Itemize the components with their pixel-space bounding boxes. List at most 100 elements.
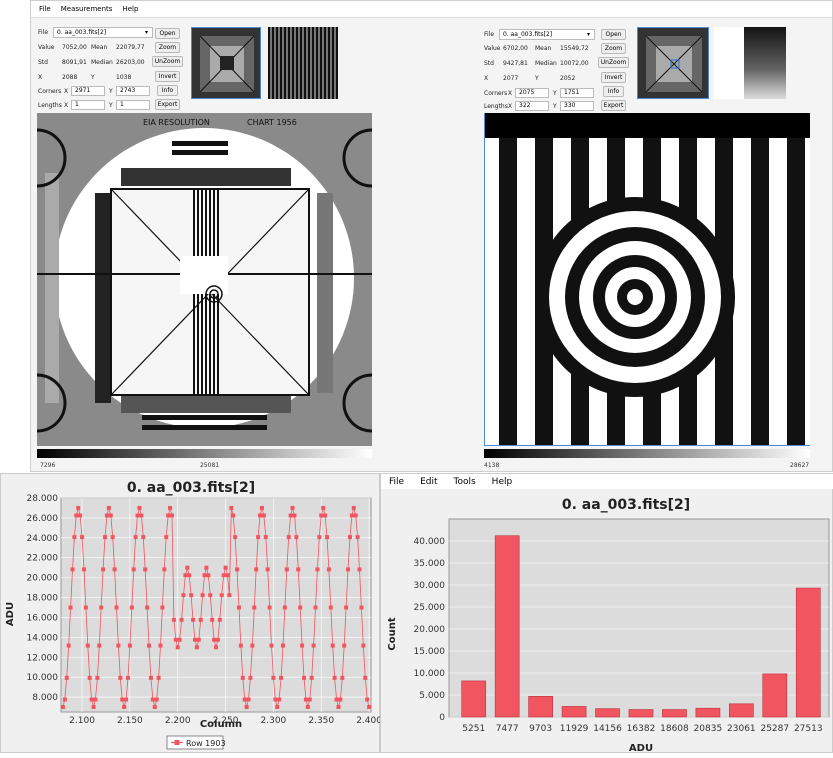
data-point [300, 643, 305, 648]
target-zoom-image [485, 113, 810, 445]
data-point [328, 605, 333, 610]
data-point [162, 567, 167, 572]
data-point [336, 705, 341, 710]
data-point [110, 535, 115, 540]
right-median-label: Median [535, 60, 557, 67]
data-point [319, 513, 324, 518]
hist-y-tick-label: 10.000 [414, 669, 446, 679]
right-file-select[interactable]: 0. aa_003.fits[2] [499, 29, 595, 40]
hist-y-tick-label: 5.000 [419, 691, 445, 701]
data-point [72, 535, 77, 540]
data-point [326, 567, 331, 572]
data-point [148, 675, 153, 680]
left-lengths-y-input[interactable]: 1 [116, 100, 150, 110]
hist-x-tick-label: 14156 [593, 724, 622, 734]
right-info-button[interactable]: Info [603, 86, 624, 97]
left-median-label: Median [91, 59, 113, 66]
left-grayscale [45, 173, 59, 403]
left-overview-thumbnail[interactable] [191, 27, 261, 99]
data-point [85, 643, 90, 648]
left-zoom-button[interactable]: Zoom [155, 42, 180, 53]
data-point [87, 675, 92, 680]
left-unzoom-button[interactable]: UnZoom [152, 56, 183, 67]
left-file-select[interactable]: 0. aa_003.fits[2] [53, 27, 153, 38]
right-colorbar [484, 449, 810, 458]
right-mean-label: Mean [535, 45, 552, 52]
data-point [357, 567, 362, 572]
histogram-bar [695, 707, 721, 718]
data-point [288, 513, 293, 518]
data-point [236, 605, 241, 610]
right-invert-button[interactable]: Invert [601, 72, 626, 83]
x-tick-label: 2.350 [308, 716, 334, 726]
left-lengths-x-input[interactable]: 1 [71, 100, 105, 110]
left-info-button[interactable]: Info [157, 85, 178, 96]
data-point [284, 567, 289, 572]
data-point [108, 513, 113, 518]
left-export-button[interactable]: Export [155, 99, 180, 110]
data-point [344, 605, 349, 610]
left-corners-x-input[interactable]: 2971 [71, 86, 105, 96]
data-point [353, 513, 358, 518]
menu-file[interactable]: File [39, 5, 51, 13]
data-point [168, 505, 173, 510]
data-point [74, 513, 79, 518]
data-point [62, 697, 67, 702]
left-corners-y-input[interactable]: 2743 [116, 86, 150, 96]
hist-menu-tools[interactable]: Tools [453, 476, 476, 487]
left-open-button[interactable]: Open [155, 28, 180, 39]
data-point [279, 675, 284, 680]
hist-menu-help[interactable]: Help [491, 476, 513, 487]
hist-menu-edit[interactable]: Edit [420, 476, 438, 487]
right-corners-y-input[interactable]: 1751 [560, 88, 594, 98]
left-image-canvas[interactable]: EIA RESOLUTION CHART 1956 [37, 113, 372, 446]
data-point [166, 513, 171, 518]
data-point [311, 643, 316, 648]
right-lengths-x-input[interactable]: 322 [515, 101, 549, 111]
x-tick-label: 2.300 [261, 716, 287, 726]
right-zoom-button[interactable]: Zoom [601, 43, 626, 54]
data-point [191, 617, 196, 622]
histogram-svg: 0. aa_003.fits[2] Count ADU 0 5.000 10.000… [387, 497, 830, 754]
data-point [259, 505, 264, 510]
histogram-bar [528, 696, 553, 718]
data-point [154, 697, 159, 702]
right-image-canvas[interactable] [484, 113, 810, 446]
left-invert-button[interactable]: Invert [155, 71, 180, 82]
right-corners-x-input[interactable]: 2075 [515, 88, 549, 98]
y-tick-label: 10.000 [27, 673, 59, 683]
data-point [141, 535, 146, 540]
data-point [323, 513, 328, 518]
right-overview-thumbnail[interactable] [637, 27, 709, 99]
histogram-xlabel: ADU [629, 743, 653, 754]
right-unzoom-button[interactable]: UnZoom [598, 57, 629, 68]
data-point [223, 565, 228, 570]
data-point [89, 697, 94, 702]
data-point [120, 697, 125, 702]
data-point [340, 675, 345, 680]
data-point [103, 535, 108, 540]
histogram-title: 0. aa_003.fits[2] [562, 497, 690, 513]
left-value-label: Value [38, 44, 55, 51]
menu-help[interactable]: Help [122, 5, 139, 13]
data-point [315, 567, 320, 572]
data-point [131, 567, 136, 572]
data-point [189, 593, 194, 598]
data-point [118, 675, 123, 680]
left-x: 2088 [62, 74, 78, 81]
data-point [198, 617, 203, 622]
data-point [147, 643, 152, 648]
right-open-button[interactable]: Open [601, 29, 626, 40]
chart-top-text: EIA RESOLUTION [143, 118, 210, 127]
data-point [194, 645, 199, 650]
right-export-button[interactable]: Export [601, 100, 626, 111]
hist-menu-file[interactable]: File [389, 476, 405, 487]
menu-measurements[interactable]: Measurements [60, 5, 113, 13]
data-point [292, 513, 297, 518]
right-lengths-y-input[interactable]: 330 [560, 101, 594, 111]
top-menubar: File Measurements Help [31, 1, 832, 18]
data-point [229, 505, 234, 510]
left-corners-label: Corners [38, 88, 62, 95]
data-point [78, 513, 83, 518]
right-y: 2052 [560, 75, 576, 82]
